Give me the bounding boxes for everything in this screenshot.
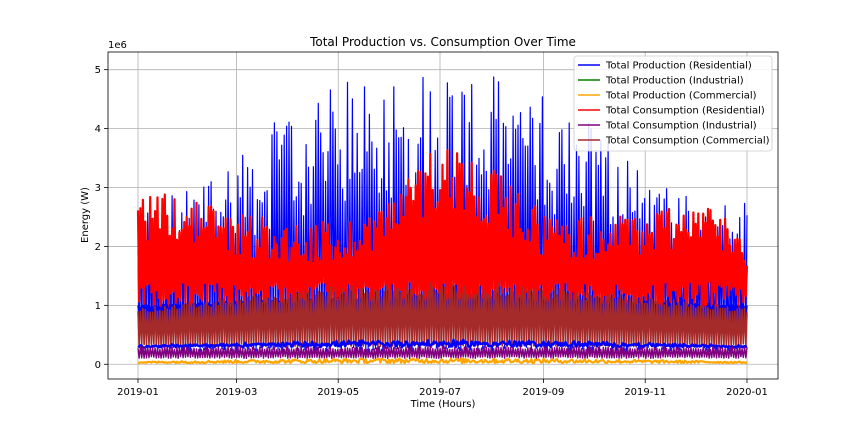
legend-label: Total Production (Industrial) <box>605 76 744 87</box>
legend-box <box>573 55 773 152</box>
legend-label: Total Consumption (Industrial) <box>605 121 757 132</box>
data-layer <box>136 76 749 365</box>
y-tick-label: 5 <box>95 65 101 76</box>
x-tick-label: 2019-05 <box>317 387 359 398</box>
chart-title: Total Production vs. Consumption Over Ti… <box>309 35 576 49</box>
x-tick-label: 2019-03 <box>216 387 258 398</box>
y-axis: 0 1 2 3 4 5 <box>95 65 108 371</box>
y-tick-label: 1 <box>95 301 101 312</box>
legend-label: Total Consumption (Commercial) <box>605 136 770 147</box>
y-tick-label: 4 <box>95 124 101 135</box>
series-line-consumption-industrial <box>137 345 748 360</box>
x-tick-label: 2019-11 <box>624 387 666 398</box>
y-tick-label: 2 <box>95 242 101 253</box>
legend-label: Total Production (Residential) <box>605 61 752 72</box>
series-line-consumption-commercial <box>137 282 748 348</box>
legend-label: Total Production (Commercial) <box>605 91 757 102</box>
y-offset-label: 1e6 <box>108 40 127 51</box>
y-tick-label: 0 <box>95 360 101 371</box>
plot-frame <box>107 51 779 380</box>
series-line-production-commercial <box>137 357 748 365</box>
x-tick-label: 2020-01 <box>726 387 768 398</box>
series-line-consumption-residential <box>136 149 749 312</box>
y-axis-label: Energy (W) <box>80 187 91 243</box>
x-tick-label: 2019-01 <box>117 387 159 398</box>
x-axis-label: Time (Hours) <box>410 399 476 410</box>
x-tick-label: 2019-09 <box>523 387 565 398</box>
x-axis: 2019-01 2019-03 2019-05 2019-07 2019-09 2019-… <box>117 379 768 398</box>
series-line-production-residential-low <box>137 338 748 349</box>
x-tick-label: 2019-07 <box>419 387 461 398</box>
y-tick-label: 3 <box>95 183 101 194</box>
legend-label: Total Consumption (Residential) <box>605 106 765 117</box>
legend: Total Production (Residential) Total Prod… <box>573 55 773 152</box>
